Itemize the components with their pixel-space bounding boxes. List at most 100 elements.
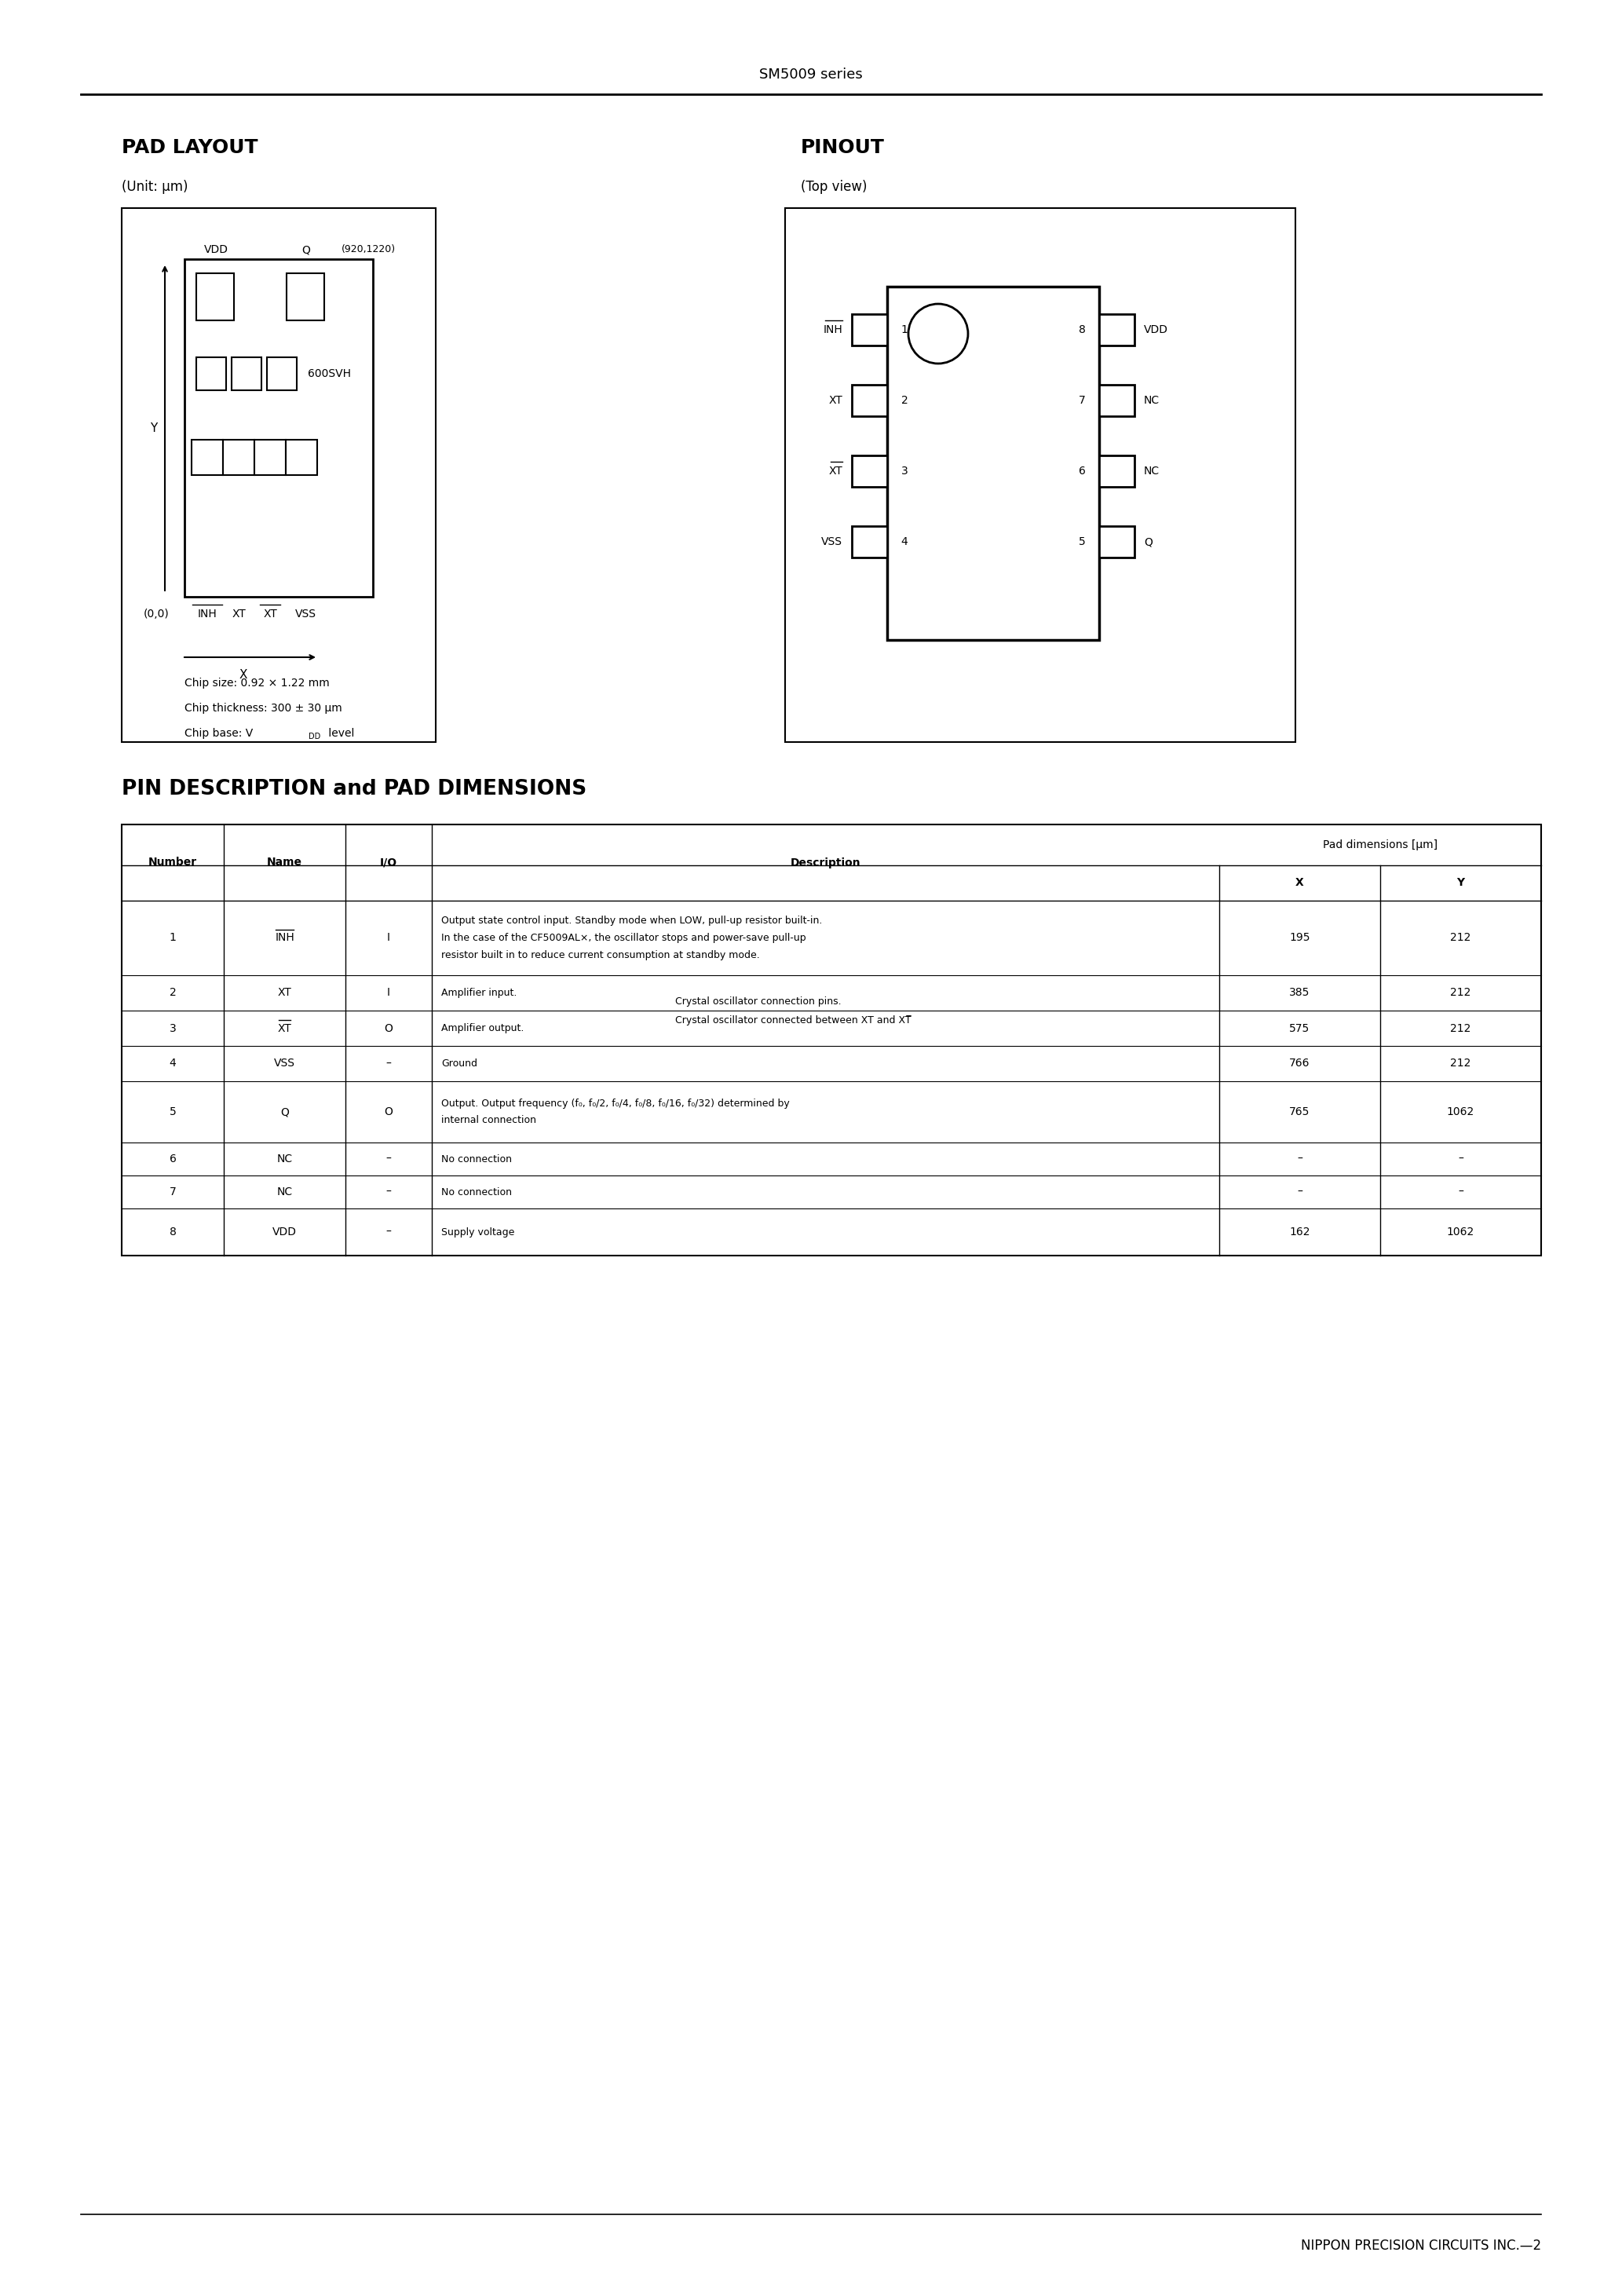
- Text: 4: 4: [900, 537, 908, 546]
- Text: INH: INH: [274, 932, 294, 944]
- Text: VDD: VDD: [1144, 324, 1168, 335]
- Text: –: –: [1458, 1187, 1463, 1199]
- Bar: [122, 824, 1541, 1256]
- Text: –: –: [386, 1226, 391, 1238]
- Bar: [185, 259, 373, 597]
- Text: Output. Output frequency (f₀, f₀/2, f₀/4, f₀/8, f₀/16, f₀/32) determined by: Output. Output frequency (f₀, f₀/2, f₀/4…: [441, 1097, 790, 1109]
- Text: Q: Q: [302, 243, 310, 255]
- Text: Description: Description: [790, 856, 861, 868]
- Text: 8: 8: [1079, 324, 1085, 335]
- Text: Q: Q: [1144, 537, 1152, 546]
- Text: VSS: VSS: [295, 608, 316, 620]
- Bar: [852, 386, 887, 416]
- Text: PINOUT: PINOUT: [801, 138, 884, 156]
- Text: 2: 2: [169, 987, 177, 999]
- Text: Chip size: 0.92 × 1.22 mm: Chip size: 0.92 × 1.22 mm: [185, 677, 329, 689]
- Bar: [887, 287, 1100, 641]
- Bar: [122, 209, 436, 742]
- Text: Ground: Ground: [441, 1058, 477, 1068]
- Bar: [222, 441, 255, 475]
- Text: Amplifier output.: Amplifier output.: [441, 1024, 524, 1033]
- Text: O: O: [384, 1022, 393, 1033]
- Text: X: X: [240, 670, 248, 682]
- Text: NC: NC: [1144, 395, 1160, 406]
- Bar: [852, 455, 887, 487]
- Text: –: –: [1298, 1187, 1302, 1199]
- Text: 162: 162: [1289, 1226, 1311, 1238]
- Text: level: level: [324, 728, 354, 739]
- Text: –: –: [386, 1153, 391, 1164]
- Text: Y: Y: [1457, 877, 1465, 889]
- Text: 1: 1: [900, 324, 908, 335]
- Bar: [196, 273, 234, 321]
- Text: I: I: [388, 932, 391, 944]
- Text: Q: Q: [281, 1107, 289, 1118]
- Text: resistor built in to reduce current consumption at standby mode.: resistor built in to reduce current cons…: [441, 951, 759, 960]
- Bar: [268, 358, 297, 390]
- Text: 7: 7: [1079, 395, 1085, 406]
- Text: 7: 7: [169, 1187, 177, 1199]
- Text: INH: INH: [198, 608, 217, 620]
- Text: XT: XT: [277, 1022, 292, 1033]
- Text: Crystal oscillator connected between XT and XT̅: Crystal oscillator connected between XT …: [675, 1015, 912, 1024]
- Text: No connection: No connection: [441, 1155, 513, 1164]
- Text: XT: XT: [232, 608, 245, 620]
- Bar: [1100, 455, 1134, 487]
- Text: NC: NC: [277, 1187, 292, 1199]
- Text: X: X: [1296, 877, 1304, 889]
- Text: NC: NC: [1144, 466, 1160, 478]
- Text: XT: XT: [829, 466, 842, 478]
- Text: VSS: VSS: [274, 1058, 295, 1070]
- Text: 4: 4: [169, 1058, 177, 1070]
- Bar: [196, 358, 225, 390]
- Text: 212: 212: [1450, 1022, 1471, 1033]
- Text: 600SVH: 600SVH: [308, 367, 350, 379]
- Text: INH: INH: [822, 324, 842, 335]
- Text: SM5009 series: SM5009 series: [759, 67, 863, 83]
- Text: Supply voltage: Supply voltage: [441, 1226, 514, 1238]
- Text: Chip base: V: Chip base: V: [185, 728, 253, 739]
- Text: 212: 212: [1450, 987, 1471, 999]
- Text: PAD LAYOUT: PAD LAYOUT: [122, 138, 258, 156]
- Bar: [255, 441, 285, 475]
- Text: –: –: [386, 1058, 391, 1070]
- Text: 1062: 1062: [1447, 1107, 1474, 1118]
- Text: XT: XT: [277, 987, 292, 999]
- Text: XT: XT: [263, 608, 277, 620]
- Text: Pad dimensions [μm]: Pad dimensions [μm]: [1324, 840, 1437, 850]
- Text: Name: Name: [268, 856, 302, 868]
- Bar: [852, 526, 887, 558]
- Text: 5: 5: [1079, 537, 1085, 546]
- Text: Number: Number: [148, 856, 198, 868]
- Text: VDD: VDD: [272, 1226, 297, 1238]
- Text: –: –: [1458, 1153, 1463, 1164]
- Text: (920,1220): (920,1220): [342, 246, 396, 255]
- Text: NIPPON PRECISION CIRCUITS INC.—2: NIPPON PRECISION CIRCUITS INC.—2: [1301, 2239, 1541, 2252]
- Bar: [1100, 315, 1134, 344]
- Text: 385: 385: [1289, 987, 1311, 999]
- Text: NC: NC: [277, 1153, 292, 1164]
- Text: O: O: [384, 1107, 393, 1118]
- Text: No connection: No connection: [441, 1187, 513, 1196]
- Text: In the case of the CF5009AL×, the oscillator stops and power-save pull-up: In the case of the CF5009AL×, the oscill…: [441, 932, 806, 944]
- Text: (Unit: μm): (Unit: μm): [122, 179, 188, 193]
- Bar: [191, 441, 222, 475]
- Text: I/O: I/O: [380, 856, 397, 868]
- Bar: [285, 441, 318, 475]
- Text: internal connection: internal connection: [441, 1116, 537, 1125]
- Bar: [287, 273, 324, 321]
- Text: (Top view): (Top view): [801, 179, 868, 193]
- Bar: [232, 358, 261, 390]
- Text: 212: 212: [1450, 932, 1471, 944]
- Text: 212: 212: [1450, 1058, 1471, 1070]
- Text: 3: 3: [169, 1022, 177, 1033]
- Text: 6: 6: [1079, 466, 1085, 478]
- Bar: [852, 315, 887, 344]
- Text: –: –: [1298, 1153, 1302, 1164]
- Text: I: I: [388, 987, 391, 999]
- Text: 8: 8: [169, 1226, 177, 1238]
- Bar: [1100, 386, 1134, 416]
- Text: 766: 766: [1289, 1058, 1311, 1070]
- Text: (0,0): (0,0): [143, 608, 169, 620]
- Bar: [1100, 526, 1134, 558]
